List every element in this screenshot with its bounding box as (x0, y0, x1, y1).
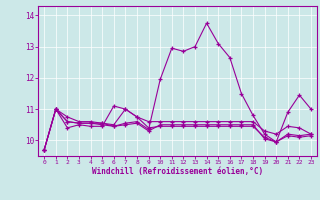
X-axis label: Windchill (Refroidissement éolien,°C): Windchill (Refroidissement éolien,°C) (92, 167, 263, 176)
